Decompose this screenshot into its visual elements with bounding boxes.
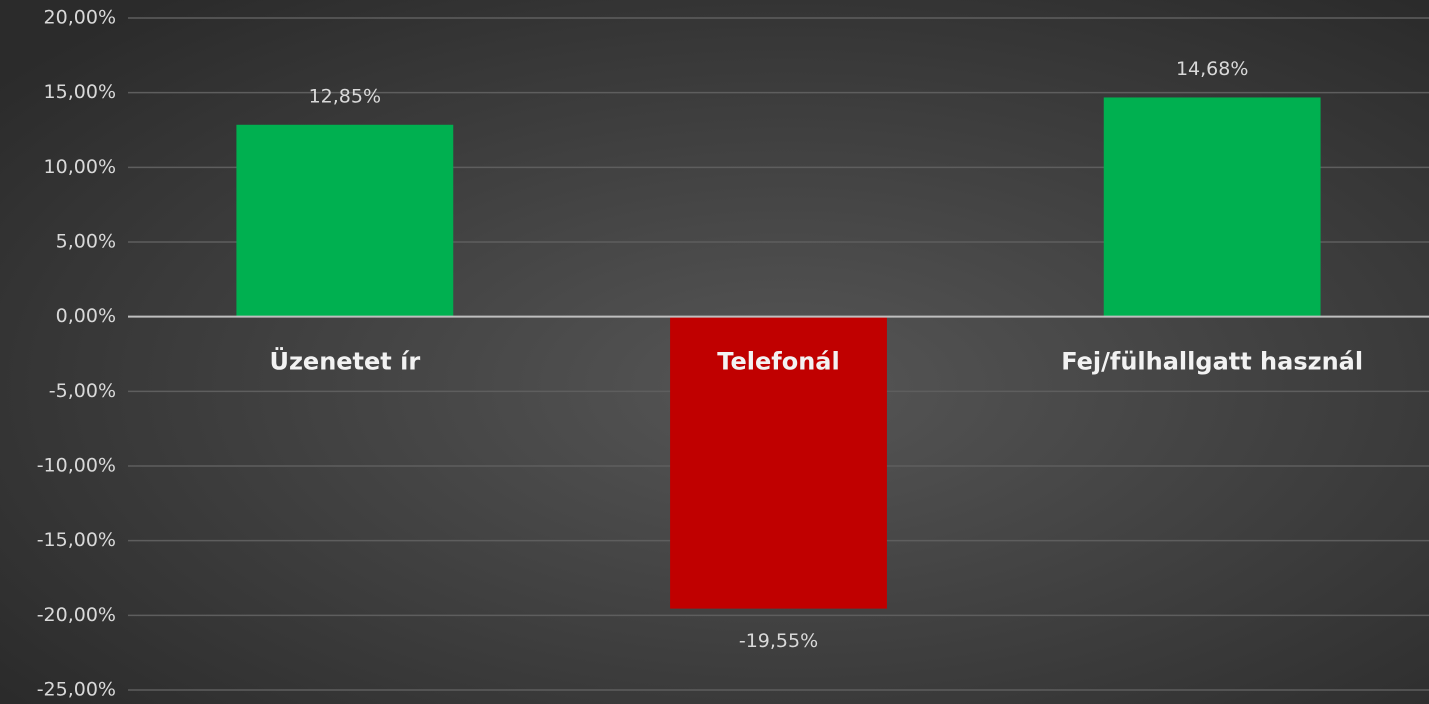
- x-tick-label: Fej/fülhallgatt használ: [1061, 348, 1363, 376]
- y-tick-label: 10,00%: [44, 156, 116, 178]
- x-tick-label: Telefonál: [717, 348, 839, 376]
- y-tick-label: 20,00%: [44, 7, 116, 29]
- data-label: 14,68%: [1176, 58, 1248, 80]
- y-tick-label: 0,00%: [56, 305, 116, 327]
- y-tick-label: -10,00%: [37, 455, 116, 477]
- bar: [236, 124, 454, 317]
- data-label: -19,55%: [739, 630, 818, 652]
- bar: [1103, 97, 1321, 317]
- y-tick-label: 5,00%: [56, 231, 116, 253]
- y-tick-label: 15,00%: [44, 81, 116, 103]
- bar: [670, 316, 887, 609]
- y-tick-label: -5,00%: [49, 380, 116, 402]
- y-tick-label: -15,00%: [37, 529, 116, 551]
- y-tick-label: -20,00%: [37, 604, 116, 626]
- data-label: 12,85%: [309, 85, 381, 107]
- y-tick-label: -25,00%: [37, 679, 116, 701]
- x-tick-label: Üzenetet ír: [269, 346, 420, 376]
